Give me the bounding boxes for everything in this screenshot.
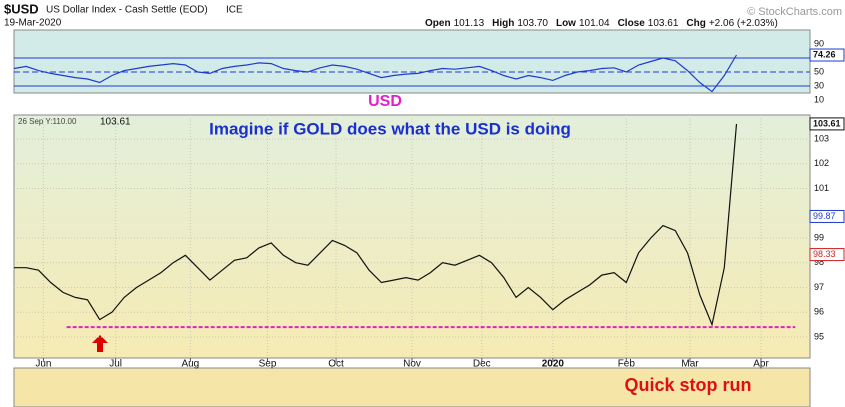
y-tick-label: 97 bbox=[814, 282, 824, 292]
x-tick-label: Sep bbox=[259, 359, 277, 370]
quote-label: High bbox=[492, 18, 514, 29]
last-value-box bbox=[809, 117, 845, 131]
last-value-label: 103.61 bbox=[813, 118, 841, 128]
ma-label: 98.33 bbox=[813, 249, 836, 259]
annotation: Quick stop run bbox=[624, 375, 751, 395]
exchange: ICE bbox=[226, 5, 243, 16]
y-tick-label: 99 bbox=[814, 232, 824, 242]
x-tick-label: Jul bbox=[109, 359, 122, 370]
y-tick-label: 101 bbox=[814, 183, 829, 193]
y-tick-label: 96 bbox=[814, 307, 824, 317]
quote-label: Close bbox=[618, 18, 646, 29]
rsi-panel bbox=[13, 29, 811, 94]
x-tick-label: Nov bbox=[403, 359, 421, 370]
y-tick-label: 10 bbox=[814, 94, 824, 104]
y-tick-label: 95 bbox=[814, 331, 824, 341]
y-tick-label: 103 bbox=[814, 133, 829, 143]
cursor-value: 103.61 bbox=[100, 117, 131, 128]
y-tick-label: 102 bbox=[814, 158, 829, 168]
x-tick-label: Oct bbox=[328, 359, 344, 370]
annotation: Imagine if GOLD does what the USD is doi… bbox=[209, 119, 571, 138]
y-tick-label: 98 bbox=[814, 257, 824, 267]
y-tick-label: 30 bbox=[814, 80, 824, 90]
watermark: © StockCharts.com bbox=[747, 6, 842, 18]
quote-label: Low bbox=[556, 18, 576, 29]
x-tick-label: Dec bbox=[473, 359, 491, 370]
quote-label: Chg bbox=[686, 18, 705, 29]
quote-value: 101.04 bbox=[579, 18, 610, 29]
x-tick-label: Jun bbox=[35, 359, 51, 370]
quote-label: Open bbox=[425, 18, 451, 29]
quote-value: 103.70 bbox=[517, 18, 548, 29]
annotation: USD bbox=[368, 93, 402, 110]
y-tick-label: 90 bbox=[814, 38, 824, 48]
ma-label-box bbox=[809, 209, 845, 223]
cursor-label: 26 Sep Y:110.00 bbox=[18, 117, 77, 126]
y-tick-label: 50 bbox=[814, 66, 824, 76]
lower-panel bbox=[13, 367, 811, 407]
last-value-box bbox=[809, 48, 845, 62]
arrow bbox=[92, 335, 108, 352]
symbol: $USD bbox=[4, 1, 39, 16]
last-value-label: 74.26 bbox=[813, 49, 836, 59]
series-line bbox=[13, 54, 738, 93]
x-tick-label: Mar bbox=[681, 359, 699, 370]
x-tick-label: 2020 bbox=[542, 359, 565, 370]
quote-value: +2.06 (+2.03%) bbox=[709, 18, 778, 29]
date: 19-Mar-2020 bbox=[4, 18, 62, 29]
quote: Open 101.13 High 103.70 Low 101.04 Close 103.61… bbox=[425, 18, 778, 29]
x-tick-label: Feb bbox=[618, 359, 636, 370]
x-tick-label: Aug bbox=[181, 359, 199, 370]
price-panel bbox=[13, 114, 811, 359]
x-tick-label: Apr bbox=[753, 359, 769, 370]
quote-value: 101.13 bbox=[454, 18, 485, 29]
description: US Dollar Index - Cash Settle (EOD) bbox=[46, 5, 208, 16]
ma-label: 99.87 bbox=[813, 211, 836, 221]
series-line bbox=[14, 123, 738, 327]
ma-label-box bbox=[809, 248, 845, 262]
quote-value: 103.61 bbox=[648, 18, 679, 29]
